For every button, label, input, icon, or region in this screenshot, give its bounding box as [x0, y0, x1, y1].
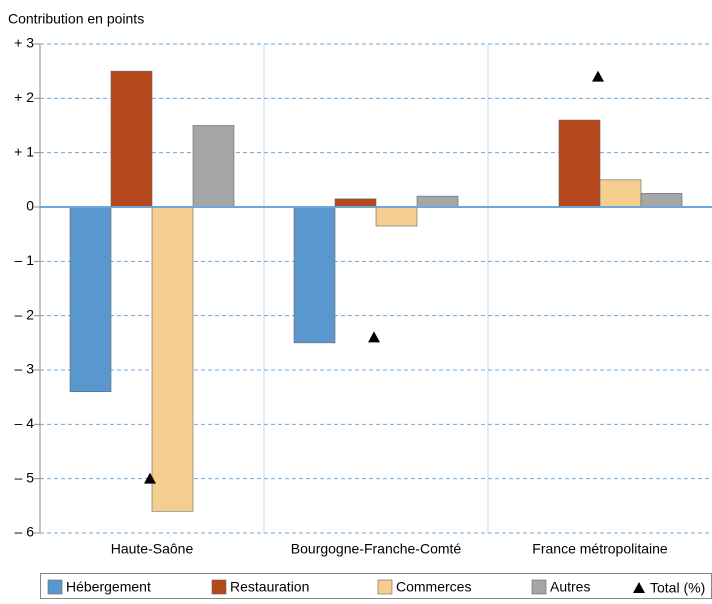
- y-tick-label: – 6: [15, 524, 35, 540]
- y-tick-label: – 1: [15, 252, 35, 268]
- legend-swatch: [377, 579, 393, 595]
- y-axis-label: Contribution en points: [8, 11, 144, 27]
- y-tick-label: – 4: [15, 415, 35, 431]
- x-tick-label: France métropolitaine: [532, 541, 668, 557]
- bar: [192, 125, 235, 208]
- bar: [375, 206, 418, 227]
- bar: [558, 119, 601, 208]
- total-marker: [144, 472, 156, 484]
- legend-label: Hébergement: [66, 579, 151, 595]
- y-tick-label: – 5: [15, 469, 35, 485]
- legend-label: Commerces: [396, 579, 471, 595]
- bar: [151, 206, 194, 512]
- bar: [334, 198, 377, 208]
- legend-swatch: [47, 579, 63, 595]
- legend-marker: [633, 582, 645, 593]
- legend-label: Restauration: [230, 579, 309, 595]
- y-tick-label: – 2: [15, 306, 35, 322]
- total-marker: [592, 70, 604, 82]
- bar: [293, 206, 336, 344]
- bar: [640, 193, 683, 208]
- y-tick-label: + 1: [14, 143, 34, 159]
- y-tick-label: 0: [26, 198, 34, 214]
- legend-swatch: [531, 579, 547, 595]
- x-tick-label: Bourgogne-Franche-Comté: [291, 541, 462, 557]
- legend-label: Total (%): [650, 580, 705, 596]
- bar: [110, 70, 153, 208]
- bar: [599, 179, 642, 208]
- legend-swatch: [211, 579, 227, 595]
- y-tick-label: + 3: [14, 35, 34, 51]
- bar: [416, 195, 459, 208]
- total-marker: [368, 331, 380, 343]
- bar: [69, 206, 112, 393]
- x-tick-label: Haute-Saône: [111, 541, 194, 557]
- y-tick-label: – 3: [15, 361, 35, 377]
- y-tick-label: + 2: [14, 89, 34, 105]
- legend-label: Autres: [550, 579, 590, 595]
